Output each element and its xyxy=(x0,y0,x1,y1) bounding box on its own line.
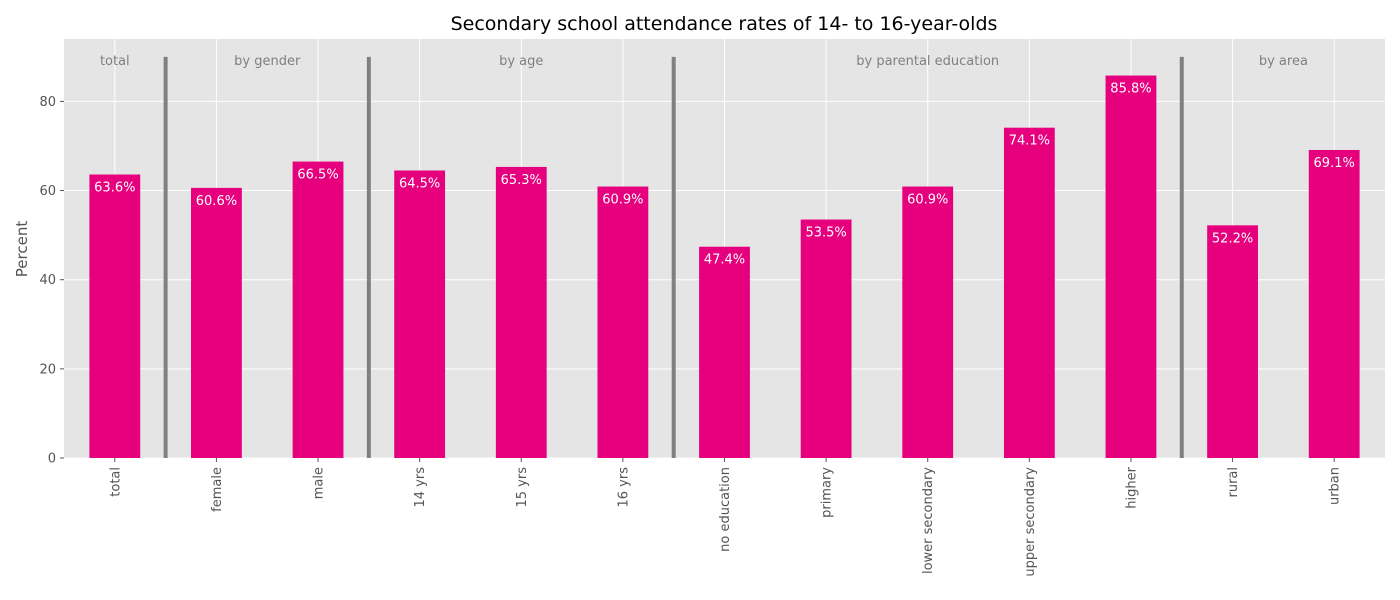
x-tick-label: 16 yrs xyxy=(616,467,631,508)
data-label: 60.9% xyxy=(602,193,643,208)
x-tick-label: 14 yrs xyxy=(413,467,428,508)
group-label-layer: total by gender by age by parental educatio… xyxy=(100,54,1308,69)
x-tick-label: upper secondary xyxy=(1023,467,1038,577)
data-label: 60.6% xyxy=(196,194,237,209)
bar-total xyxy=(89,174,141,458)
y-tick-label: 40 xyxy=(39,273,56,288)
data-label: 53.5% xyxy=(805,226,846,241)
group-label: total xyxy=(100,54,130,69)
data-label: 85.8% xyxy=(1110,82,1151,97)
bar-15-yrs xyxy=(495,166,547,459)
x-tick-label: primary xyxy=(820,467,835,518)
data-label: 63.6% xyxy=(94,181,135,196)
x-tick-label: female xyxy=(210,467,225,512)
x-tick-label: male xyxy=(312,467,327,499)
y-axis-ticks: 0 20 40 60 80 xyxy=(39,95,64,467)
data-label: 69.1% xyxy=(1314,156,1355,171)
x-tick-label: total xyxy=(108,467,123,497)
group-label: by parental education xyxy=(856,54,999,69)
x-tick-label: no education xyxy=(718,467,733,552)
y-tick-label: 20 xyxy=(39,362,56,377)
data-label: 52.2% xyxy=(1212,231,1253,246)
bar-rural xyxy=(1207,225,1258,458)
x-axis-ticks: total female male 14 yrs 15 yrs 16 yrs no educ… xyxy=(108,458,1343,577)
x-tick-label: urban xyxy=(1328,467,1343,505)
y-axis-label: Percent xyxy=(13,221,31,278)
data-label: 60.9% xyxy=(907,193,948,208)
bar-urban xyxy=(1308,149,1360,459)
bar-16-yrs xyxy=(597,186,649,458)
x-tick-label: higher xyxy=(1124,466,1139,508)
data-label: 47.4% xyxy=(704,253,745,268)
y-tick-label: 80 xyxy=(39,95,56,110)
y-tick-label: 60 xyxy=(39,184,56,199)
data-label: 65.3% xyxy=(501,173,542,188)
data-label-layer: 63.6% 60.6% 66.5% 64.5% 65.3% 60.9% 47.4% 53.5%… xyxy=(94,82,1355,268)
separator-layer xyxy=(163,56,1184,458)
x-tick-label: 15 yrs xyxy=(515,467,530,508)
data-label: 66.5% xyxy=(297,168,338,183)
data-label: 74.1% xyxy=(1009,134,1050,149)
bar-higher xyxy=(1105,75,1157,459)
group-label: by area xyxy=(1259,54,1308,69)
bar-female xyxy=(191,187,242,458)
group-label: by gender xyxy=(234,54,301,69)
x-tick-label: lower secondary xyxy=(921,467,936,574)
bar-lower-secondary xyxy=(902,186,954,458)
x-tick-label: rural xyxy=(1226,467,1241,498)
bar-layer xyxy=(89,75,1360,459)
bar-upper-secondary xyxy=(1003,127,1055,459)
chart-title: Secondary school attendance rates of 14-… xyxy=(451,13,998,35)
group-label: by age xyxy=(499,54,543,69)
bar-no-education xyxy=(699,246,750,458)
bar-primary xyxy=(800,219,852,458)
bar-male xyxy=(292,161,344,459)
y-tick-label: 0 xyxy=(48,452,56,467)
data-label: 64.5% xyxy=(399,176,440,191)
bar-14-yrs xyxy=(394,170,446,458)
